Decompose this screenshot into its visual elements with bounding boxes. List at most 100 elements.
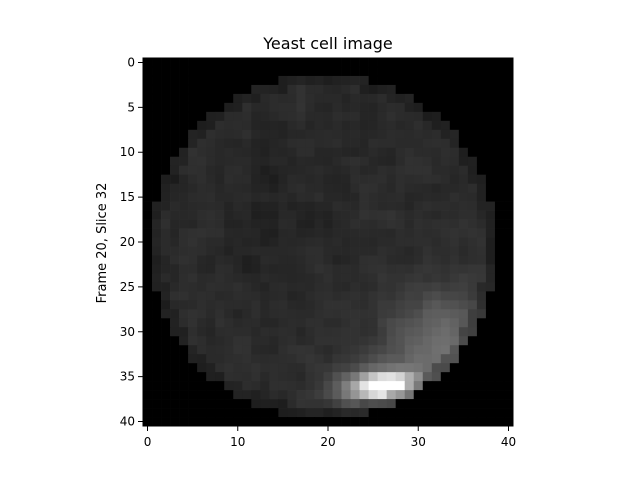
image-pixel: [278, 120, 288, 131]
image-pixel: [152, 192, 162, 202]
image-pixel: [485, 228, 496, 238]
image-pixel: [377, 58, 387, 68]
image-pixel: [422, 147, 433, 158]
image-pixel: [197, 183, 207, 193]
image-pixel: [323, 390, 333, 400]
image-pixel: [422, 228, 433, 238]
image-pixel: [503, 174, 514, 185]
image-pixel: [179, 183, 189, 193]
image-pixel: [224, 192, 234, 202]
image-pixel: [422, 120, 433, 131]
image-pixel: [458, 93, 469, 104]
image-pixel: [170, 147, 180, 158]
image-pixel: [503, 156, 514, 167]
image-pixel: [467, 282, 478, 292]
image-pixel: [431, 381, 442, 391]
image-pixel: [440, 291, 451, 301]
image-pixel: [215, 390, 225, 400]
image-pixel: [152, 417, 162, 427]
image-pixel: [413, 327, 424, 337]
image-pixel: [440, 58, 451, 68]
image-pixel: [224, 408, 234, 418]
image-pixel: [485, 120, 496, 131]
image-pixel: [386, 327, 397, 337]
image-pixel: [458, 75, 469, 86]
image-pixel: [332, 381, 342, 391]
image-pixel: [161, 156, 171, 167]
image-pixel: [269, 111, 279, 122]
image-pixel: [458, 345, 469, 355]
image-pixel: [296, 58, 306, 68]
image-pixel: [332, 138, 342, 149]
image-pixel: [395, 399, 406, 409]
image-pixel: [359, 111, 369, 122]
image-pixel: [188, 210, 198, 220]
image-pixel: [242, 273, 252, 283]
image-pixel: [242, 66, 252, 77]
image-pixel: [467, 201, 478, 211]
image-pixel: [413, 381, 424, 391]
image-pixel: [467, 255, 478, 265]
image-pixel: [467, 408, 478, 418]
image-pixel: [143, 381, 153, 391]
image-pixel: [179, 264, 189, 274]
image-pixel: [395, 300, 406, 310]
image-pixel: [179, 336, 189, 346]
image-pixel: [287, 264, 297, 274]
image-pixel: [395, 156, 406, 167]
image-pixel: [431, 228, 442, 238]
image-pixel: [143, 363, 153, 373]
image-pixel: [404, 165, 415, 176]
image-pixel: [170, 183, 180, 193]
image-pixel: [458, 219, 469, 229]
image-pixel: [233, 372, 243, 382]
image-pixel: [152, 102, 162, 113]
image-pixel: [170, 273, 180, 283]
image-pixel: [224, 246, 234, 256]
image-pixel: [152, 255, 162, 265]
image-pixel: [368, 372, 378, 382]
image-pixel: [341, 309, 351, 319]
image-pixel: [458, 111, 469, 122]
image-pixel: [395, 210, 406, 220]
image-pixel: [215, 282, 225, 292]
image-pixel: [377, 246, 387, 256]
image-pixel: [350, 183, 360, 193]
image-pixel: [359, 282, 369, 292]
image-pixel: [368, 165, 378, 176]
image-pixel: [341, 120, 351, 131]
image-pixel: [206, 318, 216, 328]
image-pixel: [170, 408, 180, 418]
image-pixel: [179, 309, 189, 319]
image-pixel: [422, 417, 433, 427]
image-pixel: [278, 399, 288, 409]
image-pixel: [260, 408, 270, 418]
image-pixel: [197, 93, 207, 104]
image-pixel: [440, 237, 451, 247]
image-pixel: [233, 210, 243, 220]
image-pixel: [224, 174, 234, 185]
image-pixel: [260, 237, 270, 247]
image-pixel: [404, 228, 415, 238]
image-pixel: [260, 111, 270, 122]
image-pixel: [242, 327, 252, 337]
image-pixel: [467, 246, 478, 256]
image-pixel: [332, 165, 342, 176]
image-pixel: [386, 102, 397, 113]
image-pixel: [377, 282, 387, 292]
image-pixel: [440, 282, 451, 292]
image-pixel: [305, 165, 315, 176]
image-pixel: [377, 255, 387, 265]
image-pixel: [386, 120, 397, 131]
image-pixel: [359, 58, 369, 68]
image-pixel: [152, 282, 162, 292]
image-pixel: [431, 372, 442, 382]
image-pixel: [377, 228, 387, 238]
image-pixel: [179, 165, 189, 176]
image-pixel: [188, 165, 198, 176]
image-pixel: [404, 201, 415, 211]
image-pixel: [269, 282, 279, 292]
image-pixel: [395, 75, 406, 86]
image-pixel: [197, 255, 207, 265]
image-pixel: [440, 372, 451, 382]
